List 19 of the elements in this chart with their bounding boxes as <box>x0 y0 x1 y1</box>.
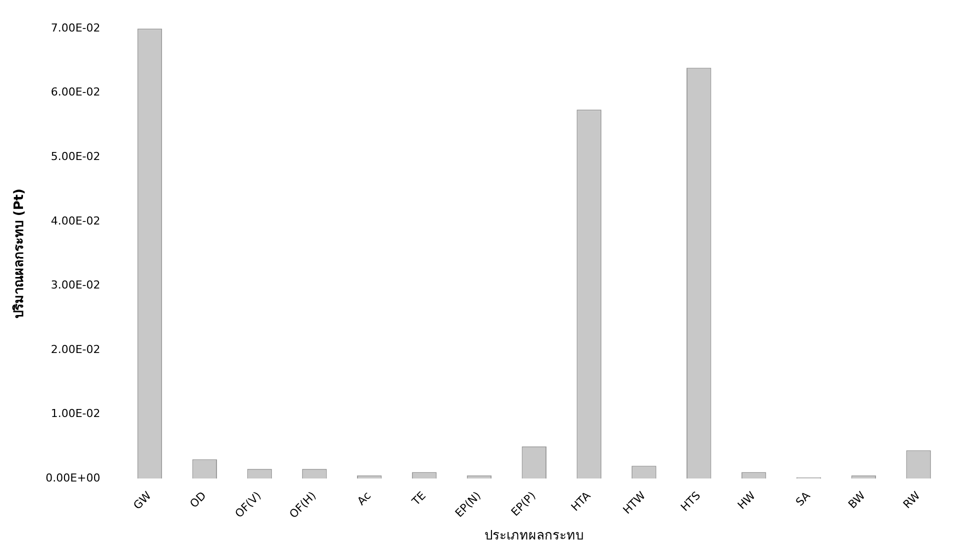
y-tick-label: 7.00E-02 <box>50 21 100 34</box>
y-tick-label: 6.00E-02 <box>50 86 100 99</box>
x-tick-label: GW <box>130 489 154 512</box>
x-tick-label: Ac <box>354 489 374 508</box>
y-tick-label: 0.00E+00 <box>46 471 100 484</box>
x-axis-title: ประเภทผลกระทบ <box>484 528 584 544</box>
y-tick-label: 1.00E-02 <box>50 407 100 420</box>
x-tick-label: BW <box>846 489 868 512</box>
x-tick-label: HW <box>735 489 758 512</box>
x-tick-label: SA <box>793 488 814 509</box>
y-tick-label: 4.00E-02 <box>50 214 100 228</box>
y-axis-title: ปริมาณผลกระทบ (Pt) <box>12 188 28 319</box>
y-tick-label: 3.00E-02 <box>50 278 100 292</box>
x-tick-label: OD <box>187 489 209 510</box>
y-tick-label: 5.00E-02 <box>50 150 100 164</box>
y-tick-label: 2.00E-02 <box>50 342 100 356</box>
x-tick-label: TE <box>408 489 428 509</box>
x-tick-label: HTA <box>568 488 594 514</box>
x-tick-label: RW <box>900 489 923 512</box>
